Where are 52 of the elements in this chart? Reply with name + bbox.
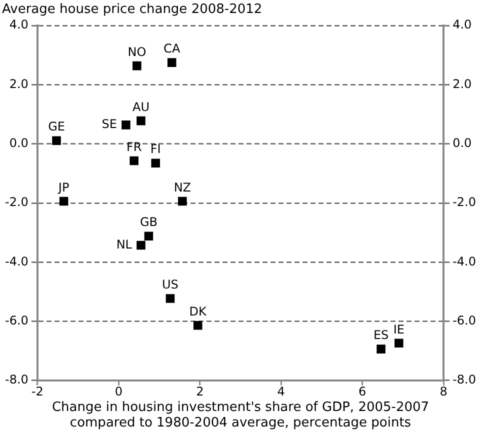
y2-tick-label: -4.0 (452, 254, 476, 268)
point (136, 240, 146, 250)
point (59, 196, 68, 206)
point (151, 158, 160, 168)
point (167, 58, 176, 67)
point (136, 116, 146, 126)
y-tick-label: 2.0 (9, 76, 28, 91)
y-tick-label: -2.0 (4, 195, 28, 210)
x-tick-label: 6 (358, 384, 366, 399)
y-tick-label: 4.0 (9, 18, 28, 32)
point (52, 136, 61, 146)
annotation: FR (126, 140, 142, 154)
annotation: NO (128, 44, 146, 59)
annotation: JP (57, 180, 70, 194)
chart-title: Average house price change 2008-2012 (2, 2, 262, 18)
point (130, 156, 138, 166)
x-tick-label: 2 (196, 384, 204, 399)
annotation: ES (373, 328, 389, 342)
annotation: FI (150, 142, 161, 156)
x-tick-label: 8 (440, 384, 448, 399)
annotation: SE (102, 117, 117, 132)
annotation: IE (393, 322, 404, 336)
annotation: GE (48, 120, 65, 134)
annotation: NL (116, 237, 132, 252)
y2-tick-label: 0.0 (452, 136, 472, 150)
point (376, 344, 386, 354)
y2-tick-label: -2.0 (452, 195, 476, 210)
annotation: US (162, 278, 178, 292)
y-tick-label: -8.0 (4, 372, 28, 387)
y2-tick-label: 2.0 (452, 76, 472, 91)
x-tick-label: 4 (277, 384, 285, 399)
y2-tick-label: 4.0 (452, 18, 472, 32)
annotation: GB (140, 215, 158, 230)
y2-tick-label: -6.0 (452, 313, 476, 328)
y2-tick-label: -8.0 (452, 372, 476, 387)
annotation: NZ (174, 180, 192, 194)
annotation: DK (189, 304, 208, 319)
point (166, 294, 175, 303)
point (122, 120, 130, 130)
annotation: AU (132, 100, 150, 114)
point (144, 232, 154, 241)
x-tick-label: -2 (31, 384, 44, 399)
point (394, 338, 404, 348)
x-tick-label: 0 (114, 384, 122, 399)
y-tick-label: 0.0 (9, 136, 28, 150)
annotation: CA (164, 42, 181, 56)
x-axis-title: Change in housing investment's share of GDP, 2005-2007 compared to 1980-2004 average, percentage points (52, 400, 430, 431)
y-tick-label: -6.0 (4, 313, 28, 328)
point (132, 61, 142, 70)
point (193, 321, 202, 330)
y-tick-label: -4.0 (4, 254, 28, 268)
point (178, 196, 187, 206)
